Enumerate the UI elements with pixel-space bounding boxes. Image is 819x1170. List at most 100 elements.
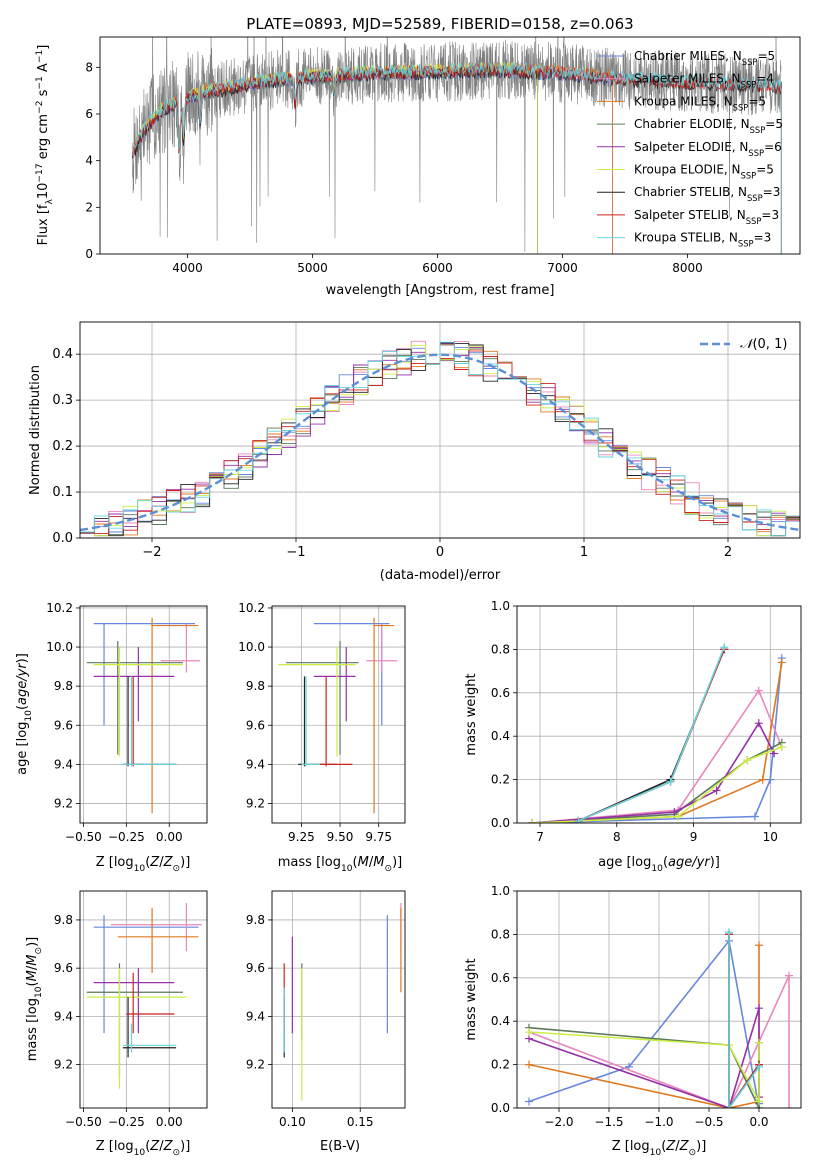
y-tick-label: 2 bbox=[85, 200, 93, 214]
weight-marker bbox=[720, 643, 729, 652]
weight-marker bbox=[785, 971, 793, 980]
axes-frame bbox=[79, 890, 208, 1109]
y-axis-label: mass weight bbox=[464, 958, 479, 1040]
y-tick-label: 1.0 bbox=[491, 599, 510, 613]
weight-marker bbox=[525, 1060, 533, 1069]
weight-marker bbox=[750, 812, 759, 821]
y-tick-label: 0.2 bbox=[491, 773, 510, 787]
x-tick-label: 9.75 bbox=[365, 830, 392, 844]
y-tick-label: 0.8 bbox=[491, 642, 510, 656]
y-tick-label: 8 bbox=[85, 60, 93, 74]
weight-marker bbox=[755, 1097, 763, 1106]
x-axis-label: (data-model)/error bbox=[380, 568, 501, 583]
age-vs-mass-panel: 9.25 9.50 9.75 9.2 9.4 9.6 9.8 10.0 10.2 mass [lo… bbox=[238, 601, 406, 874]
weight-line bbox=[578, 646, 725, 822]
y-tick-label: 0.8 bbox=[491, 927, 510, 941]
y-axis-label: mass [log10(M/M⊙)] bbox=[25, 937, 44, 1061]
y-tick-label: 9.8 bbox=[54, 913, 73, 927]
x-tick-label: 0.15 bbox=[347, 1115, 374, 1129]
weight-marker bbox=[755, 941, 763, 950]
model-fit-line bbox=[132, 63, 782, 254]
weight-marker bbox=[525, 1097, 533, 1106]
weight-marker bbox=[755, 1004, 763, 1013]
y-tick-label: 9.6 bbox=[246, 961, 265, 975]
x-tick-label: 0.00 bbox=[156, 830, 183, 844]
x-tick-label: 9 bbox=[690, 830, 698, 844]
y-tick-label: 9.2 bbox=[54, 796, 73, 810]
legend-label: Salpeter STELIB, NSSP=3 bbox=[634, 208, 779, 226]
weight-marker bbox=[525, 1028, 533, 1037]
x-axis-label: Z [log10(Z/Z⊙)] bbox=[612, 1139, 707, 1158]
x-tick-label: 0.00 bbox=[156, 1115, 183, 1129]
weight-line bbox=[532, 688, 783, 823]
y-tick-label: 10.2 bbox=[46, 601, 73, 615]
x-axis-label: Z [log10(Z/Z⊙)] bbox=[96, 1139, 191, 1158]
x-tick-label: 0.10 bbox=[279, 1115, 306, 1129]
y-tick-label: 0.1 bbox=[52, 485, 73, 500]
y-tick-label: 0.0 bbox=[491, 816, 510, 830]
weight-line bbox=[532, 746, 783, 823]
weight-marker bbox=[528, 819, 537, 823]
weight-line bbox=[532, 662, 783, 823]
figure-title: PLATE=0893, MJD=52589, FIBERID=0158, z=0… bbox=[246, 15, 633, 33]
x-tick-label: −1 bbox=[286, 545, 305, 560]
weight-marker bbox=[666, 777, 675, 786]
x-tick-label: 6000 bbox=[422, 261, 453, 275]
y-tick-label: 9.2 bbox=[246, 796, 265, 810]
y-tick-label: 10.2 bbox=[238, 601, 265, 615]
weight-marker bbox=[670, 808, 679, 817]
y-tick-label: 1.0 bbox=[491, 884, 510, 898]
histogram-step-line bbox=[80, 341, 800, 538]
weight-marker bbox=[777, 658, 786, 667]
axes-frame bbox=[271, 605, 406, 824]
x-tick-label: 1 bbox=[580, 545, 588, 560]
age-vs-metallicity-panel: −0.50 −0.25 0.00 9.2 9.4 9.6 9.8 10.0 10.2 Z [log… bbox=[15, 601, 208, 874]
x-tick-label: 0.0 bbox=[749, 1115, 768, 1129]
weight-marker bbox=[766, 775, 775, 784]
y-tick-label: 0.4 bbox=[491, 729, 510, 743]
x-tick-label: 8000 bbox=[672, 261, 703, 275]
y-tick-label: 0.6 bbox=[491, 971, 510, 985]
residual-histogram-panel: −2 −1 0 1 2 0.0 0.1 0.2 0.3 0.4 𝒩(0, 1) (data-model… bbox=[28, 321, 801, 583]
weight-line bbox=[532, 741, 783, 823]
x-tick-label: −1.0 bbox=[644, 1115, 673, 1129]
y-tick-label: 9.4 bbox=[246, 757, 265, 771]
x-axis-label: age [log10(age/yr)] bbox=[598, 855, 720, 874]
y-tick-label: 0.4 bbox=[491, 1014, 510, 1028]
weight-marker bbox=[777, 743, 786, 752]
x-tick-label: 9.50 bbox=[327, 830, 354, 844]
weight-line bbox=[728, 932, 760, 1108]
y-tick-label: 0.0 bbox=[52, 531, 73, 546]
y-tick-label: 9.6 bbox=[246, 718, 265, 732]
x-axis-label: mass [log10(M/M⊙)] bbox=[278, 855, 402, 874]
y-tick-label: 0.6 bbox=[491, 686, 510, 700]
weight-line bbox=[528, 945, 760, 1108]
x-tick-label: −0.50 bbox=[65, 1115, 102, 1129]
x-axis-label: wavelength [Angstrom, rest frame] bbox=[326, 283, 555, 298]
y-tick-label: 9.6 bbox=[54, 961, 73, 975]
x-axis-label: Z [log10(Z/Z⊙)] bbox=[96, 855, 191, 874]
legend-label: Chabrier STELIB, NSSP=3 bbox=[634, 185, 780, 203]
weight-marker bbox=[754, 686, 763, 695]
y-tick-label: 9.4 bbox=[54, 757, 73, 771]
weight-line bbox=[578, 649, 725, 822]
legend-label: Kroupa ELODIE, NSSP=5 bbox=[634, 163, 774, 181]
axes-frame bbox=[516, 605, 802, 824]
mass-weight-vs-metallicity-panel: −2.0 −1.5 −1.0 −0.5 0.0 0.0 0.2 0.4 0.6 0.8 1.0 mas… bbox=[464, 884, 802, 1158]
y-tick-label: 0.2 bbox=[52, 439, 73, 454]
legend-label: Chabrier ELODIE, NSSP=5 bbox=[634, 117, 783, 135]
y-tick-label: 4 bbox=[85, 154, 93, 168]
x-tick-label: −0.50 bbox=[65, 830, 102, 844]
plot-area bbox=[278, 617, 398, 814]
weight-marker bbox=[725, 928, 733, 937]
axes-frame bbox=[79, 321, 801, 539]
weight-marker bbox=[758, 775, 767, 784]
y-tick-label: 9.4 bbox=[246, 1009, 265, 1023]
y-axis-label: Flux [fλ10−17 erg cm−2 s−1 A−1] bbox=[35, 45, 55, 246]
plot-area bbox=[525, 928, 793, 1108]
weight-line bbox=[532, 658, 783, 823]
plot-area bbox=[132, 37, 782, 254]
y-tick-label: 10.0 bbox=[238, 640, 265, 654]
y-tick-label: 9.8 bbox=[246, 679, 265, 693]
